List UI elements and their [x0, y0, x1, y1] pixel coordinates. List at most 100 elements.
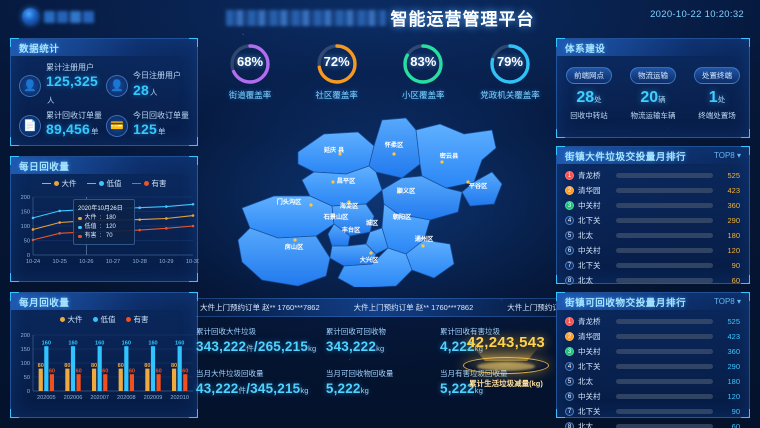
beijing-district-map[interactable]: 怀柔区 延庆 县密云县 昌平区 顺义区 平谷区 门头沟区 海淀区 朝阳区 石景山区 城区 丰台区 通州…	[206, 112, 554, 289]
rank-row[interactable]: 8 北太 60	[565, 273, 740, 288]
svg-text:200: 200	[21, 333, 30, 339]
stat-block: 累计回收大件垃圾 343,222件/265,215kg	[196, 326, 326, 354]
tooltip-series-value: 70	[105, 233, 113, 239]
svg-text:80: 80	[64, 363, 70, 369]
stat-value: 89,456	[46, 121, 91, 138]
rank-row[interactable]: 4 北下关 290	[565, 359, 740, 374]
rank-value: 90	[731, 407, 740, 416]
rank-badge: 2	[565, 186, 574, 195]
svg-text:150: 150	[21, 347, 30, 353]
rank-name: 中关村	[578, 201, 601, 210]
svg-text:160: 160	[175, 341, 184, 347]
legend-label: 低值	[100, 315, 116, 324]
rank-name: 清华园	[578, 186, 601, 195]
rank-row[interactable]: 7 北下关 90	[565, 404, 740, 419]
svg-text:202005: 202005	[37, 395, 56, 401]
panel-header: 街镇可回收物交投量月排行 TOP8 ▾	[557, 293, 749, 310]
legend-label: 低值	[106, 179, 122, 188]
value-main: 5,222	[439, 381, 475, 396]
rank-bar-track	[616, 409, 713, 414]
legend-item: 低值	[86, 178, 122, 189]
rank-row[interactable]: 4 北下关 290	[565, 213, 740, 228]
rank-name: 中关村	[578, 392, 601, 401]
tooltip-series-value: 180	[105, 215, 116, 221]
user-today-icon: 👤	[106, 74, 128, 97]
map-label: 平谷区	[469, 182, 488, 190]
stat-value: 125,325	[46, 73, 99, 90]
panel-data-statistics: 数据统计 👤 累计注册用户 125,325人 👤 今日注册用户 28人 📄	[10, 38, 198, 146]
top8-dropdown[interactable]: TOP8 ▾	[714, 297, 741, 306]
map-label: 顺义区	[397, 187, 416, 195]
rank-row[interactable]: 2 清华园 423	[565, 183, 740, 198]
ring-svg	[230, 44, 270, 84]
rank-bar-track	[616, 188, 713, 193]
rank-badge: 5	[565, 231, 574, 240]
system-pill: 处置终端	[694, 67, 740, 84]
map-label: 门头沟区	[277, 198, 303, 206]
stat-value: 5,222kg	[440, 381, 560, 396]
rank-list: 1 青龙桥 525 2 清华园 423 3 中关村 360 4 北下关 290 5 北太 180 6 中关村 12…	[557, 310, 749, 428]
rank-row[interactable]: 5 北太 180	[565, 228, 740, 243]
stat-unit: 单	[91, 127, 99, 137]
ticker-item: 大件上门预约订单 赵** 1760***7862	[353, 303, 474, 312]
map-label: 延庆 县	[323, 146, 344, 154]
map-district-fengtai[interactable]	[329, 243, 377, 267]
rank-badge: 1	[565, 171, 574, 180]
svg-text:10-24: 10-24	[26, 259, 40, 265]
page-title: 智能运营管理平台	[0, 5, 760, 30]
rank-row[interactable]: 6 中关村 120	[565, 389, 740, 404]
order-ticker: 大件上门预约订单 赵** 1760***7862 大件上门预约订单 赵** 176…	[196, 298, 556, 317]
legend-label: 大件	[67, 315, 83, 324]
system-grid: 前端网点 28处 回收中转站 物流运输 20辆 物流运输车辆 处置终端 1处 终…	[557, 56, 749, 121]
stat-value: 28	[133, 81, 149, 98]
rank-badge: 8	[565, 276, 574, 285]
rank-row[interactable]: 3 中关村 360	[565, 344, 740, 359]
rank-row[interactable]: 1 青龙桥 525	[565, 168, 740, 183]
rank-name: 中关村	[578, 347, 601, 356]
svg-text:150: 150	[21, 210, 30, 216]
rank-badge: 5	[565, 377, 574, 386]
rank-row[interactable]: 3 中关村 360	[565, 198, 740, 213]
rank-row[interactable]: 6 中关村 120	[565, 243, 740, 258]
value-main: 5,222	[325, 381, 361, 396]
stat-unit: 人	[149, 87, 158, 97]
panel-title: 每日回收量	[19, 161, 70, 173]
rank-row[interactable]: 5 北太 180	[565, 374, 740, 389]
user-register-icon: 👤	[19, 74, 41, 97]
map-label: 大兴区	[360, 256, 379, 264]
map-district-changping[interactable]	[301, 165, 383, 207]
rank-badge: 2	[565, 332, 574, 341]
tooltip-row: 低值: 120	[78, 223, 130, 232]
rank-row[interactable]: 2 清华园 423	[565, 329, 740, 344]
svg-text:202008: 202008	[117, 395, 136, 401]
rank-row[interactable]: 7 北下关 90	[565, 258, 740, 273]
rank-row[interactable]: 1 青龙桥 525	[565, 314, 740, 329]
rank-row[interactable]: 8 北太 60	[565, 419, 740, 428]
rank-value: 180	[727, 231, 740, 240]
map-district-daxing[interactable]	[337, 247, 413, 289]
value-secondary: 345,215	[250, 381, 301, 396]
stat-value: 5,222kg	[326, 381, 440, 396]
svg-text:80: 80	[91, 363, 97, 369]
svg-text:160: 160	[95, 341, 104, 347]
legend-label: 有害	[151, 179, 167, 188]
value-main: 343,222	[325, 339, 377, 354]
stat-label: 当月有害垃圾回收量	[439, 369, 508, 378]
map-district-fangshan[interactable]	[237, 227, 331, 287]
map-label: 城区	[366, 219, 379, 227]
stat-block: 累计回收可回收物 343,222kg	[326, 326, 440, 354]
panel-title: 街镇可回收物交投量月排行	[565, 297, 687, 309]
top8-dropdown[interactable]: TOP8 ▾	[714, 151, 741, 160]
stat-cell: 📄 累计回收订单量 89,456单	[19, 111, 104, 139]
map-district-miyun[interactable]	[415, 123, 497, 189]
rank-bar-track	[616, 173, 713, 178]
coverage-ring-2: 83% 小区覆盖率	[385, 40, 461, 101]
chart-tooltip: 2020年10月26日 大件: 180 低值: 120 有害: 70	[73, 199, 135, 245]
order-today-icon: 💳	[106, 114, 128, 137]
rank-badge: 7	[565, 407, 574, 416]
rank-name: 北下关	[578, 216, 601, 225]
svg-text:160: 160	[68, 341, 77, 347]
map-district-chengqu[interactable]	[365, 227, 389, 255]
rank-value: 360	[727, 201, 740, 210]
